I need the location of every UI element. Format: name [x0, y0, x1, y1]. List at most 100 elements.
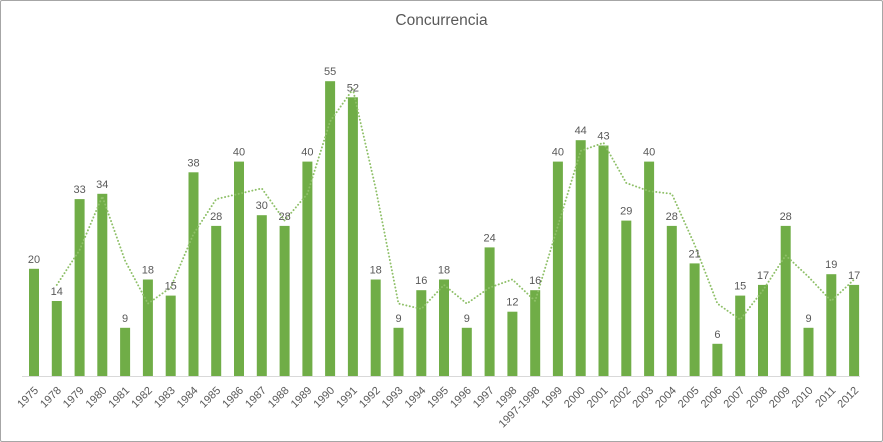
bar-value-label: 16 [415, 275, 427, 287]
bar [530, 290, 541, 376]
bar [552, 161, 563, 376]
bar-value-label: 21 [688, 248, 700, 260]
bar [416, 290, 427, 376]
bar-value-label: 43 [597, 131, 609, 143]
bar-value-label: 40 [552, 147, 564, 159]
x-axis-tick-label: 1983 [152, 385, 178, 411]
bar-value-label: 38 [187, 157, 199, 169]
bar-value-label: 52 [347, 82, 359, 94]
bar [97, 193, 108, 376]
x-axis-tick-label: 1981 [106, 385, 132, 411]
x-axis-tick-label: 1995 [425, 385, 451, 411]
bar-value-label: 20 [28, 254, 40, 266]
x-axis-tick-label: 1993 [380, 385, 406, 411]
bar-value-label: 33 [73, 184, 85, 196]
bar [256, 215, 267, 376]
x-axis-tick-label: 1979 [61, 385, 87, 411]
bar-value-label: 15 [165, 281, 177, 293]
trendline [55, 86, 856, 322]
bar-value-label: 29 [620, 206, 632, 218]
x-axis-tick-label: 1996 [448, 385, 474, 411]
x-axis-tick-label: 2001 [585, 385, 611, 411]
bar [598, 145, 609, 376]
x-axis-tick-label: 1987 [243, 385, 269, 411]
x-axis-tick-label: 1992 [357, 385, 383, 411]
x-axis-tick-label: 1985 [198, 385, 224, 411]
x-axis-tick-label: 2010 [790, 385, 816, 411]
bar-value-label: 15 [734, 281, 746, 293]
bar-value-label: 55 [324, 66, 336, 78]
bar [370, 279, 381, 376]
bar-value-label: 28 [278, 211, 290, 223]
x-axis-tick-label: 1991 [334, 385, 360, 411]
x-axis-tick-label: 2011 [813, 385, 838, 410]
x-axis-tick-label: 2004 [653, 385, 679, 411]
bar [51, 301, 62, 376]
bar [29, 268, 39, 376]
bar-value-label: 16 [529, 275, 541, 287]
bar [484, 247, 495, 376]
bar-value-label: 6 [714, 329, 720, 341]
bar [302, 161, 313, 376]
bar [439, 279, 449, 376]
bar [849, 284, 860, 376]
x-axis-tick-label: 2012 [835, 385, 861, 411]
bar [735, 295, 746, 376]
x-axis-tick-label: 1990 [311, 385, 337, 411]
bar [780, 225, 791, 376]
x-axis-tick-label: 2005 [676, 385, 702, 411]
bar [621, 220, 632, 376]
bar [644, 161, 655, 376]
bar [461, 327, 472, 376]
x-axis-tick-label: 1994 [403, 385, 429, 411]
bar-value-label: 30 [256, 200, 268, 212]
bar-value-label: 24 [483, 232, 495, 244]
bar [712, 343, 723, 376]
bar [803, 327, 814, 376]
bar-value-label: 17 [757, 270, 769, 282]
x-axis-tick-label: 2006 [699, 385, 725, 411]
bar [165, 295, 176, 376]
bar [120, 327, 131, 376]
bar-value-label: 17 [848, 270, 860, 282]
bar [826, 274, 837, 376]
bar-value-label: 9 [464, 313, 470, 325]
x-axis-tick-label: 1980 [84, 385, 110, 411]
bar-value-label: 40 [233, 147, 245, 159]
bar-value-label: 9 [805, 313, 811, 325]
bar-value-label: 28 [210, 211, 222, 223]
bar [234, 161, 244, 376]
x-axis-tick-label: 1984 [175, 385, 201, 411]
bar-value-label: 18 [370, 265, 382, 277]
x-axis-tick-label: 1978 [38, 385, 64, 411]
bar-value-label: 19 [825, 259, 837, 271]
bar [74, 199, 85, 376]
x-axis-tick-label: 1999 [539, 385, 565, 411]
x-axis-tick-label: 1982 [129, 385, 155, 411]
x-axis-tick-label: 1975 [15, 385, 41, 411]
bar [507, 311, 518, 376]
bar-value-label: 34 [96, 179, 108, 191]
bar [347, 97, 358, 377]
x-axis-tick-label: 2000 [562, 385, 588, 411]
bar-value-label: 44 [575, 125, 587, 137]
bar [758, 284, 768, 376]
x-axis-tick-label: 1997 [471, 385, 497, 411]
x-axis-tick-label: 1989 [289, 385, 315, 411]
x-axis-tick-label: 2008 [744, 385, 770, 411]
bar [188, 172, 199, 376]
bar [575, 140, 586, 376]
bar-value-label: 12 [506, 297, 518, 309]
bar-value-label: 40 [643, 147, 655, 159]
x-axis-tick-label: 1988 [266, 385, 292, 411]
x-axis-tick-label: 2002 [608, 385, 634, 411]
bar-value-label: 14 [51, 286, 63, 298]
bar [325, 81, 336, 376]
bar [666, 225, 677, 376]
bar [279, 225, 290, 376]
bar [689, 263, 700, 376]
x-axis-tick-label: 1986 [220, 385, 246, 411]
x-axis-tick-label: 2003 [630, 385, 656, 411]
